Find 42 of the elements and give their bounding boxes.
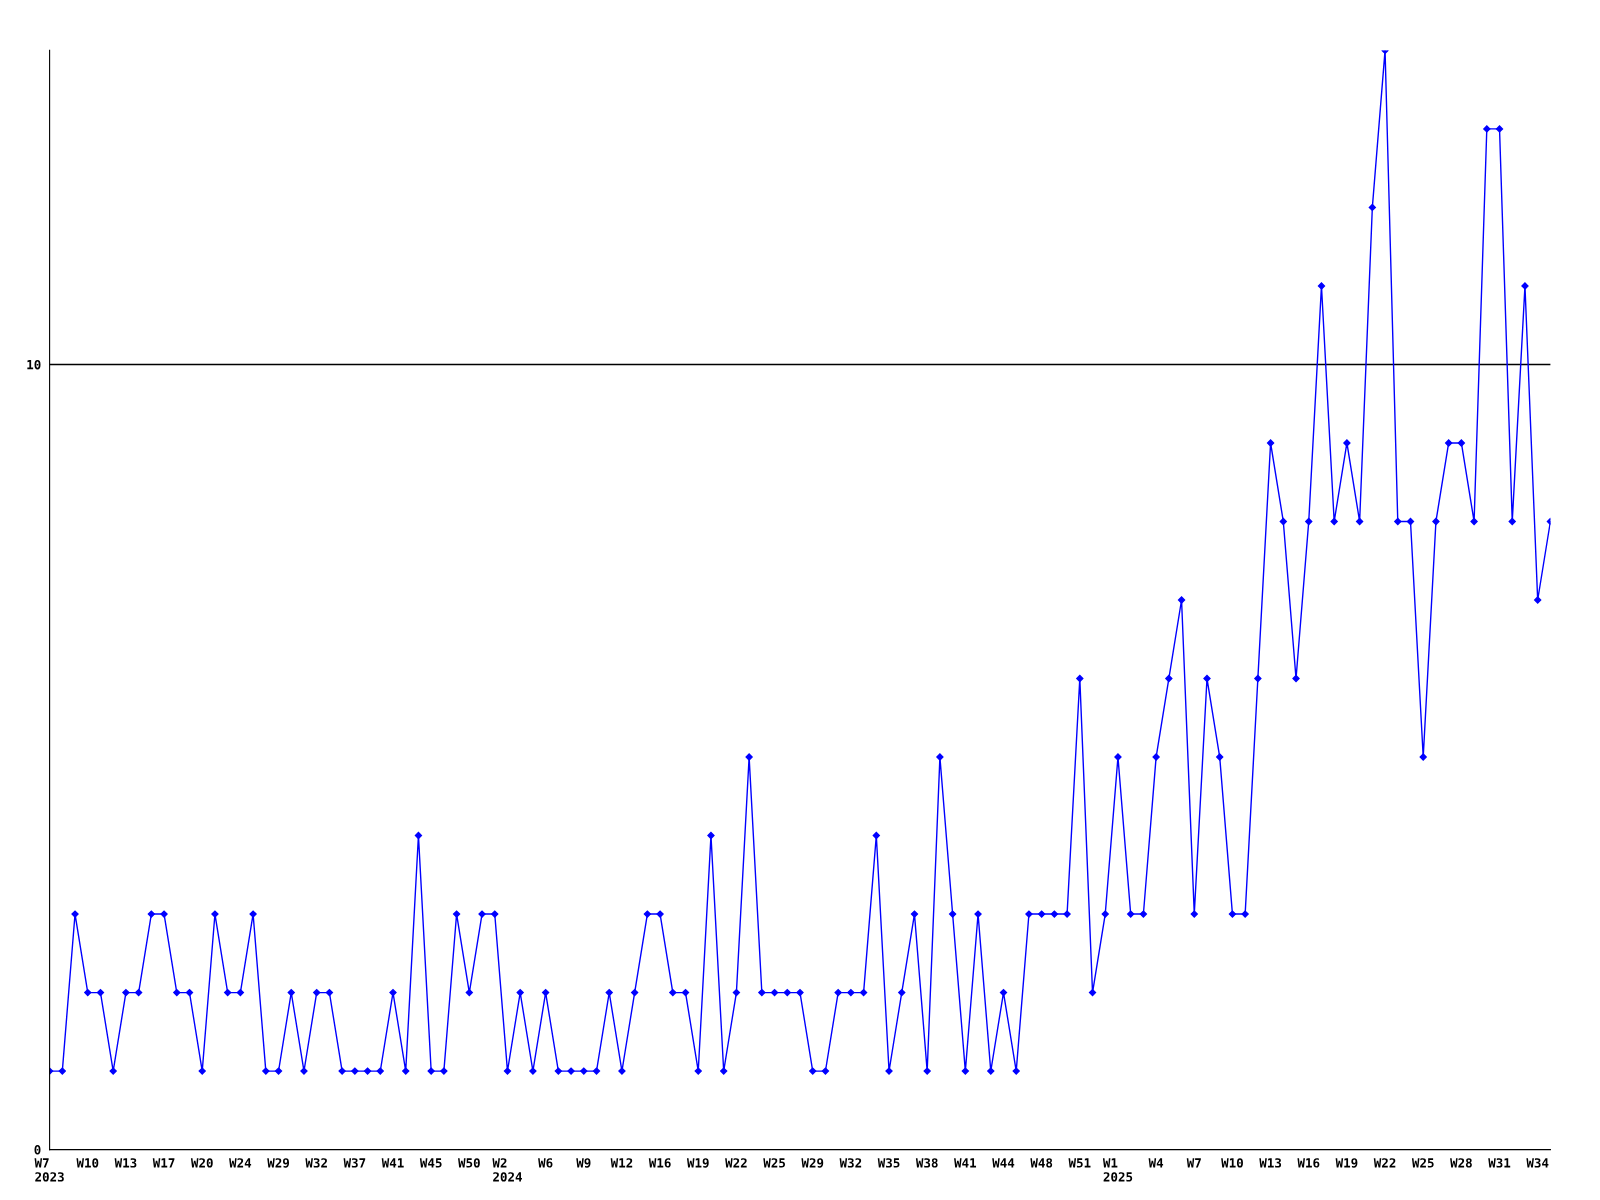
x-tick-label: W13	[1259, 1158, 1282, 1168]
x-tick-label: W4	[1148, 1158, 1164, 1168]
x-tick-label: W37	[343, 1158, 366, 1168]
x-tick-label: W28	[1450, 1158, 1472, 1168]
x-tick-label: W44	[992, 1158, 1015, 1168]
x-tick-label: W25	[763, 1158, 785, 1168]
x-tick-label: W12	[610, 1158, 633, 1168]
x-tick-label: W41	[954, 1158, 977, 1168]
y-tick-label: 10	[27, 359, 41, 370]
x-tick-label: W51	[1068, 1158, 1091, 1168]
x-tick-label: W13	[114, 1158, 137, 1168]
x-tick-label: W48	[1030, 1158, 1053, 1168]
x-tick-label: W10	[76, 1158, 99, 1168]
x-tick-label: W34	[1526, 1158, 1549, 1168]
x-tick-label: W22	[1373, 1158, 1396, 1168]
x-tick-label: W35	[877, 1158, 900, 1168]
x-tick-label: W25	[1411, 1158, 1434, 1168]
x-tick-label: W2 2024	[492, 1158, 522, 1182]
x-tick-label: W31	[1488, 1158, 1511, 1168]
x-tick-label: W45	[419, 1158, 442, 1168]
x-tick-label: W19	[1335, 1158, 1358, 1168]
x-tick-label: W24	[229, 1158, 252, 1168]
x-tick-label: W38	[915, 1158, 938, 1168]
x-tick-label: W50	[458, 1158, 480, 1168]
x-tick-label: W17	[152, 1158, 175, 1168]
x-tick-label: W29	[801, 1158, 824, 1168]
x-tick-label: W1 2025	[1102, 1158, 1133, 1182]
x-tick-label: W22	[725, 1158, 747, 1168]
x-tick-label: W20	[190, 1158, 213, 1168]
x-tick-label: W16	[1297, 1158, 1320, 1168]
x-tick-label: W7 2023	[34, 1158, 64, 1182]
x-tick-label: W10	[1221, 1158, 1243, 1168]
x-tick-label: W7	[1186, 1158, 1201, 1168]
x-tick-label: W16	[648, 1158, 671, 1168]
y-tick-label: 0	[34, 1145, 41, 1155]
x-tick-label: W9	[576, 1158, 591, 1168]
x-tick-label: W32	[305, 1158, 327, 1168]
x-tick-label: W32	[839, 1158, 862, 1168]
x-tick-label: W19	[686, 1158, 709, 1168]
x-tick-label: W6	[538, 1158, 553, 1168]
x-tick-label: W41	[381, 1158, 404, 1168]
x-tick-label: W29	[267, 1158, 290, 1168]
